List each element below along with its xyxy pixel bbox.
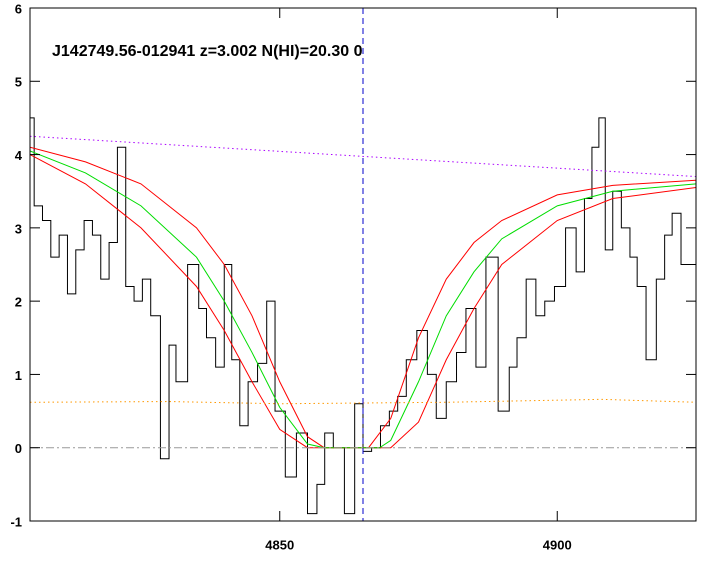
series-line (30, 117, 696, 515)
y-tick-label: 3 (15, 221, 22, 236)
y-tick-label: 1 (15, 368, 22, 383)
x-tick-label: 4850 (265, 537, 294, 552)
y-tick-label: 5 (15, 75, 22, 90)
chart-title: J142749.56-012941 z=3.002 N(HI)=20.30 0 (52, 43, 363, 60)
x-tick-label: 4900 (543, 537, 572, 552)
series-line (30, 135, 696, 178)
y-tick-label: -1 (10, 514, 22, 529)
y-tick-label: 0 (15, 441, 22, 456)
y-tick-label: 2 (15, 295, 22, 310)
plot-frame (29, 7, 697, 522)
y-tick-label: 4 (15, 148, 23, 163)
y-tick-label: 6 (15, 1, 22, 16)
